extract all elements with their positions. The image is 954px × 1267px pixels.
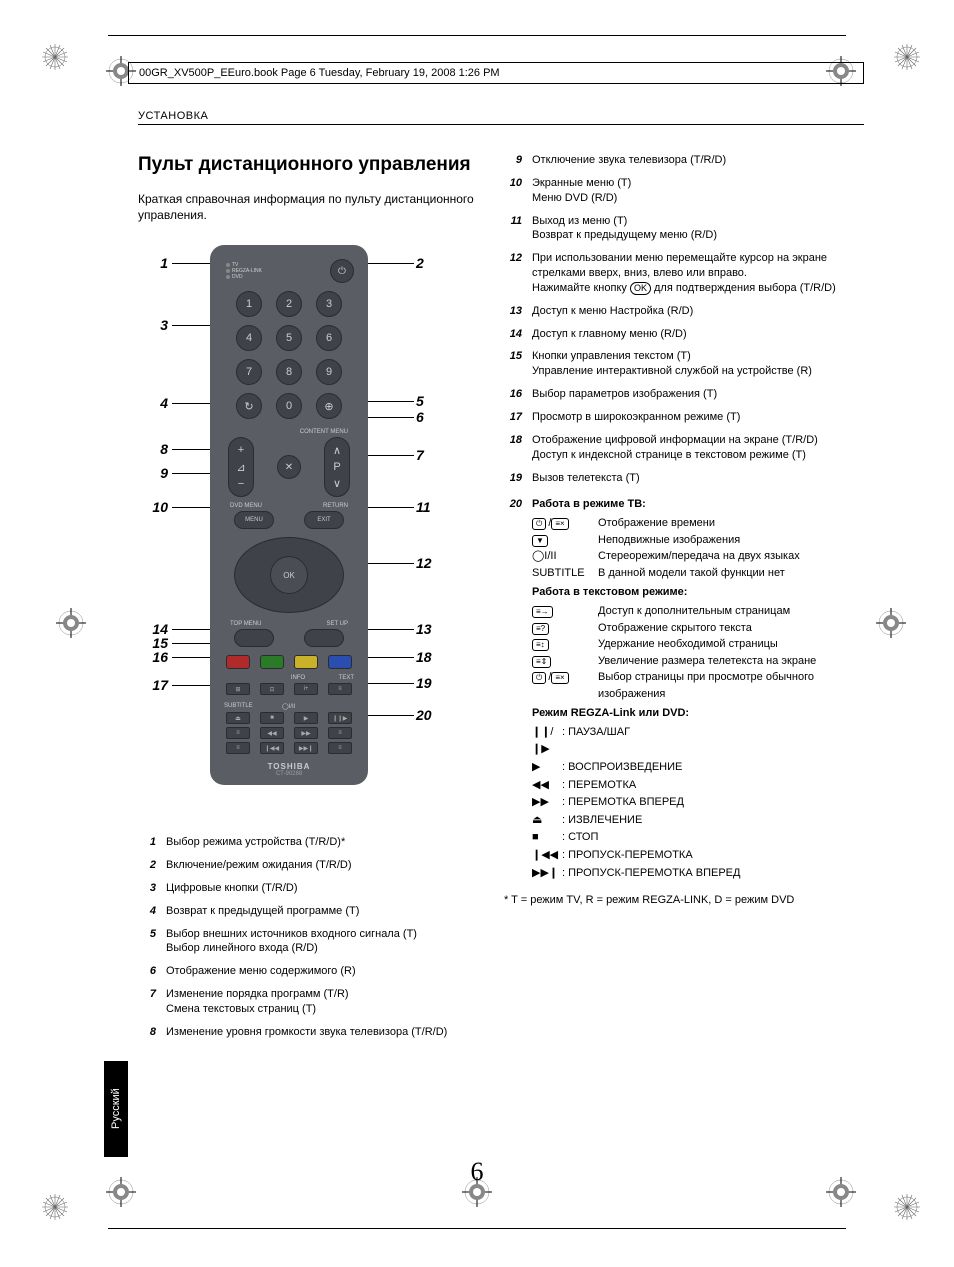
item-11: 11Выход из меню (T)Возврат к предыдущему… [504,214,864,244]
item-9: 9Отключение звука телевизора (T/R/D) [504,153,864,168]
program-rocker: ∧P∨ [324,437,350,497]
callout-2: 2 [416,255,424,271]
reg-mark [876,608,906,638]
item-3: 3Цифровые кнопки (T/R/D) [138,881,478,896]
intro-text: Краткая справочная информация по пульту … [138,191,478,223]
remote-body: TV REGZA-LINK DVD ⏻ 123456789↻0⊕ CONTENT… [210,245,368,785]
callout-1: 1 [138,255,168,271]
crop-bar [108,35,846,36]
page-title: Пульт дистанционного управления [138,153,478,177]
number-button: 7 [236,359,262,385]
callout-8: 8 [138,441,168,457]
color-button [226,655,250,669]
callout-12: 12 [416,555,432,571]
item-13: 13Доступ к меню Настройка (R/D) [504,304,864,319]
number-button: ↻ [236,393,262,419]
callout-11: 11 [416,499,431,515]
footnote: * T = режим TV, R = режим REGZA-LINK, D … [504,894,864,906]
number-button: 3 [316,291,342,317]
number-button: 4 [236,325,262,351]
item-1: 1Выбор режима устройства (T/R/D)* [138,835,478,850]
crop-bar [108,1228,846,1229]
top-menu-button [234,629,274,647]
exit-button: EXIT [304,511,344,529]
item-12: 12При использовании меню перемещайте кур… [504,251,864,296]
menu-button: MENU [234,511,274,529]
reg-mark [826,1177,856,1207]
item-5: 5Выбор внешних источников входного сигна… [138,927,478,957]
setup-button [304,629,344,647]
number-button: 9 [316,359,342,385]
page-number: 6 [471,1157,484,1187]
color-button [260,655,284,669]
callout-19: 19 [416,675,432,691]
callout-6: 6 [416,409,424,425]
crop-mark [892,42,922,72]
crop-mark [892,1192,922,1222]
item-16: 16Выбор параметров изображения (T) [504,387,864,402]
color-button [294,655,318,669]
function-buttons: ⊞⊡i+≡ [226,683,352,695]
items-left: 1Выбор режима устройства (T/R/D)* 2Включе… [138,835,478,1039]
callout-7: 7 [416,447,424,463]
number-button: 1 [236,291,262,317]
volume-rocker: +⊿− [228,437,254,497]
crop-mark [40,42,70,72]
callout-20: 20 [416,707,432,723]
number-button: 5 [276,325,302,351]
item-14: 14Доступ к главному меню (R/D) [504,327,864,342]
section-header: УСТАНОВКА [138,110,864,125]
color-button [328,655,352,669]
item-20: 20 Работа в режиме ТВ: ⏻/≡×Отображение в… [504,493,864,882]
callout-13: 13 [416,621,432,637]
remote-diagram: 134891014151617 2567111213181920 TV REGZ… [138,245,478,805]
item-15: 15Кнопки управления текстом (T)Управлени… [504,349,864,379]
brand-label: TOSHIBA [268,762,311,771]
number-button: ⊕ [316,393,342,419]
callout-16: 16 [138,649,168,665]
mute-button: ✕ [277,455,301,479]
reg-mark [106,1177,136,1207]
lang-tab: Русский [104,1061,128,1157]
items-right: 9Отключение звука телевизора (T/R/D) 10Эк… [504,153,864,485]
item-6: 6Отображение меню содержимого (R) [138,964,478,979]
callout-5: 5 [416,393,424,409]
nav-ring: OK [234,537,344,613]
number-pad: 123 456 789 ↻ 0 ⊕ [236,291,342,419]
item-17: 17Просмотр в широкоэкранном режиме (T) [504,410,864,425]
power-button: ⏻ [330,259,354,283]
playback-buttons: ⏏■▶❙❙▶ ≡◀◀▶▶≡ ≡❙◀◀▶▶❙≡ [226,712,352,754]
callout-3: 3 [138,317,168,333]
callout-18: 18 [416,649,432,665]
mode-selector: TV REGZA-LINK DVD [224,261,274,282]
item-8: 8Изменение уровня громкости звука телеви… [138,1025,478,1040]
item-18: 18Отображение цифровой информации на экр… [504,433,864,463]
reg-mark [56,608,86,638]
number-button: 0 [276,393,302,419]
item-19: 19Вызов телетекста (T) [504,471,864,486]
item-7: 7Изменение порядка программ (T/R)Смена т… [138,987,478,1017]
number-button: 6 [316,325,342,351]
crop-mark [40,1192,70,1222]
callout-17: 17 [138,677,168,693]
number-button: 8 [276,359,302,385]
model-label: CT-90288 [276,771,302,777]
ok-button: OK [270,556,308,594]
callout-10: 10 [138,499,168,515]
callout-9: 9 [138,465,168,481]
item-2: 2Включение/режим ожидания (T/R/D) [138,858,478,873]
callout-4: 4 [138,395,168,411]
item-4: 4Возврат к предыдущей программе (T) [138,904,478,919]
color-buttons [226,655,352,669]
item-10: 10Экранные меню (T)Меню DVD (R/D) [504,176,864,206]
header-filename: 00GR_XV500P_EEuro.book Page 6 Tuesday, F… [128,62,864,84]
number-button: 2 [276,291,302,317]
